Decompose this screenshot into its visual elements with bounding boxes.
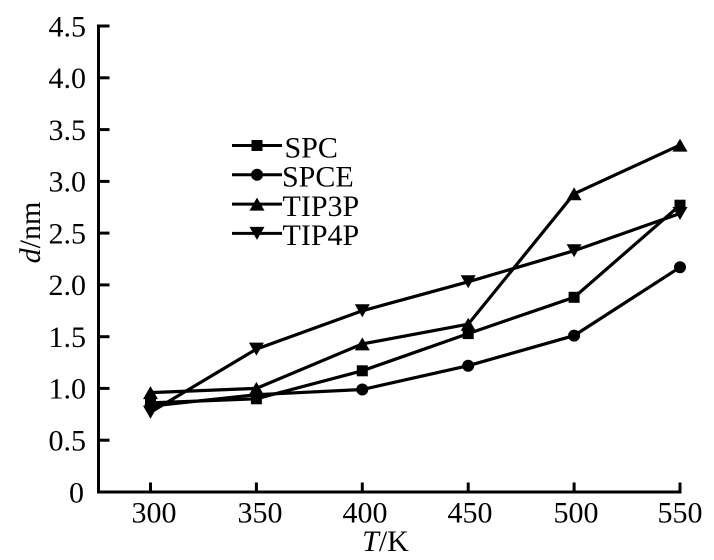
svg-text:SPCE: SPCE	[282, 161, 354, 194]
svg-text:0.5: 0.5	[49, 425, 87, 458]
svg-text:3.5: 3.5	[49, 114, 87, 147]
svg-text:3.0: 3.0	[49, 166, 87, 199]
svg-text:500: 500	[554, 497, 599, 530]
svg-text:2.0: 2.0	[49, 269, 87, 302]
svg-text:1.0: 1.0	[49, 373, 87, 406]
svg-text:SPC: SPC	[285, 131, 338, 164]
svg-text:T/K: T/K	[362, 525, 409, 558]
svg-text:0: 0	[69, 476, 84, 509]
svg-text:350: 350	[238, 497, 283, 530]
svg-text:300: 300	[132, 497, 177, 530]
svg-text:d/nm: d/nm	[14, 202, 47, 264]
svg-text:1.5: 1.5	[49, 321, 87, 354]
svg-text:4.0: 4.0	[49, 62, 87, 95]
svg-text:TIP4P: TIP4P	[283, 219, 360, 252]
svg-text:400: 400	[343, 497, 388, 530]
svg-text:4.5: 4.5	[49, 10, 87, 43]
svg-text:TIP3P: TIP3P	[283, 190, 360, 223]
svg-text:550: 550	[658, 497, 703, 530]
svg-text:450: 450	[448, 497, 493, 530]
svg-text:2.5: 2.5	[49, 217, 87, 250]
